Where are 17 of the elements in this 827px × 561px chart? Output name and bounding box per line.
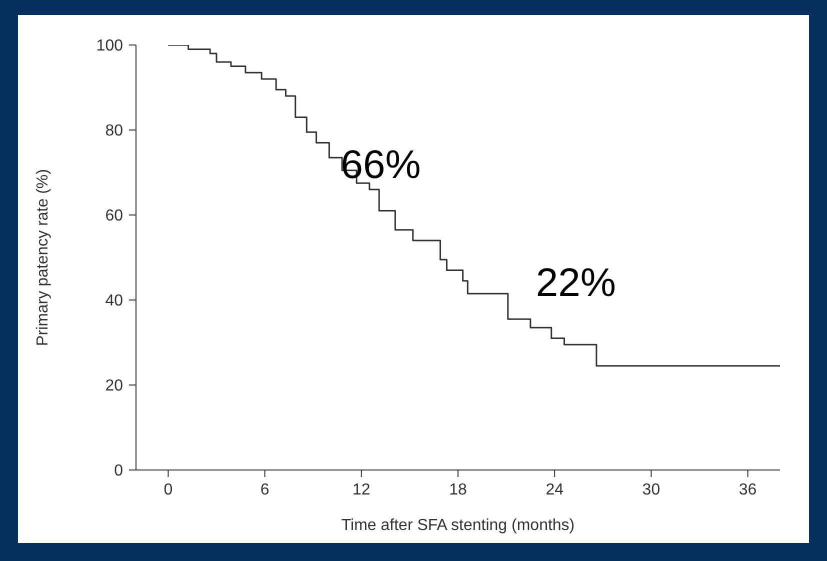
x-tick-label: 24 (546, 481, 564, 498)
x-tick-label: 18 (449, 481, 467, 498)
y-tick-label: 0 (114, 462, 124, 480)
y-tick-label: 60 (105, 208, 124, 225)
x-tick-label: 12 (352, 481, 370, 498)
y-tick-label: 40 (105, 292, 124, 310)
annotation: 66% (340, 143, 421, 188)
y-tick-label: 20 (105, 378, 124, 395)
x-tick-label: 30 (642, 481, 660, 498)
y-tick-label: 100 (96, 38, 124, 55)
x-axis-title: Time after SFA stenting (months) (341, 517, 575, 534)
x-tick-label: 0 (164, 481, 173, 498)
x-tick-label: 6 (260, 481, 270, 498)
y-axis-title: Primary patency rate (%) (34, 169, 52, 346)
x-tick-label: 36 (738, 481, 757, 498)
annotation: 22% (536, 260, 616, 305)
y-tick-label: 80 (105, 122, 124, 140)
